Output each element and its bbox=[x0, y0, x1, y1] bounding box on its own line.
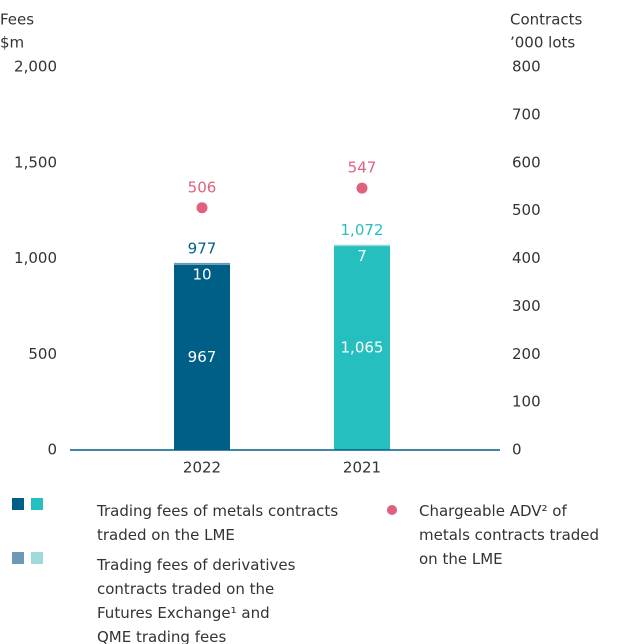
y2-axis-label: ’000 lots bbox=[510, 34, 575, 52]
point bbox=[196, 202, 208, 214]
legend-text: Trading fees of metals contracts traded … bbox=[97, 502, 339, 544]
legend-swatch bbox=[31, 498, 43, 510]
point-label: 506 bbox=[188, 178, 217, 196]
y2-tick-label: 600 bbox=[512, 153, 541, 171]
bar-segment bbox=[174, 264, 230, 450]
y-axis-label: $m bbox=[0, 34, 24, 52]
bar-segment bbox=[334, 246, 390, 450]
value-label: 10 bbox=[192, 265, 211, 283]
y2-tick-label: 500 bbox=[512, 201, 541, 219]
y2-tick-label: 700 bbox=[512, 105, 541, 123]
y-tick-label: 1,000 bbox=[14, 249, 57, 267]
y2-tick-label: 800 bbox=[512, 58, 541, 76]
y-tick-label: 2,000 bbox=[14, 58, 57, 76]
legend-swatch bbox=[12, 498, 24, 510]
legend-text: Trading fees of derivatives contracts tr… bbox=[97, 556, 296, 644]
y2-tick-label: 400 bbox=[512, 249, 541, 267]
y2-tick-label: 0 bbox=[512, 441, 522, 459]
legend-swatch bbox=[12, 552, 24, 564]
y2-axis-label: Contracts bbox=[510, 11, 583, 29]
point bbox=[356, 182, 368, 194]
total-label: 977 bbox=[188, 239, 217, 257]
y2-tick-label: 300 bbox=[512, 297, 541, 315]
legend-marker bbox=[387, 505, 397, 515]
value-label: 7 bbox=[357, 247, 367, 265]
y-tick-label: 500 bbox=[28, 345, 57, 363]
legend-text: Chargeable ADV² of metals contracts trad… bbox=[419, 502, 600, 568]
bar-segment bbox=[334, 244, 390, 247]
y-tick-label: 0 bbox=[47, 441, 57, 459]
total-label: 1,072 bbox=[341, 221, 384, 239]
x-tick-label: 2021 bbox=[343, 459, 381, 477]
y2-tick-label: 200 bbox=[512, 345, 541, 363]
bar-segment bbox=[174, 262, 230, 265]
value-label: 1,065 bbox=[341, 339, 384, 357]
value-label: 967 bbox=[188, 348, 217, 366]
legend-swatch bbox=[31, 552, 43, 564]
y-tick-label: 1,500 bbox=[14, 153, 57, 171]
point-label: 547 bbox=[348, 159, 377, 177]
y-axis-label: Fees bbox=[0, 11, 34, 29]
x-tick-label: 2022 bbox=[183, 459, 221, 477]
y2-tick-label: 100 bbox=[512, 393, 541, 411]
